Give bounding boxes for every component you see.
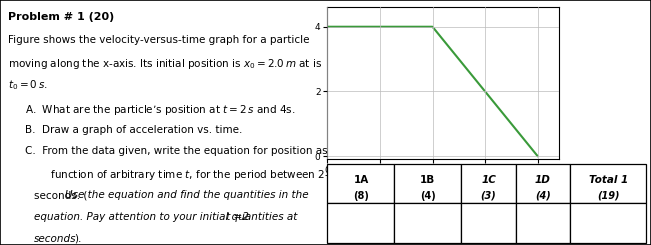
Text: 1B: 1B [421, 175, 436, 185]
Text: seconds: seconds [35, 234, 77, 244]
Text: 1A: 1A [353, 175, 368, 185]
Bar [395, 203, 462, 243]
Text: (4): (4) [535, 191, 551, 200]
Text: seconds. (: seconds. ( [35, 190, 88, 200]
Bar [462, 203, 516, 243]
Text: 1C: 1C [481, 175, 496, 185]
Text: ).: ). [74, 234, 81, 244]
Text: (8): (8) [353, 191, 369, 200]
Text: 1D: 1D [535, 175, 551, 185]
Text: (4): (4) [420, 191, 436, 200]
Bar [570, 203, 646, 243]
Bar [516, 203, 570, 243]
Bar [516, 164, 570, 203]
X-axis label: $t$ (s): $t$ (s) [576, 168, 597, 181]
Bar [395, 164, 462, 203]
Text: equation. Pay attention to your initial quantities at: equation. Pay attention to your initial … [35, 212, 298, 222]
Text: C.  From the data given, write the equation for position as a: C. From the data given, write the equati… [25, 147, 337, 157]
Text: Total 1: Total 1 [589, 175, 628, 185]
Bar [327, 164, 395, 203]
Bar [327, 203, 395, 243]
Text: A.  What are the particle’s position at $t = 2\,s$ and 4s.: A. What are the particle’s position at $… [25, 103, 296, 117]
Text: Figure shows the velocity-versus-time graph for a particle: Figure shows the velocity-versus-time gr… [8, 35, 309, 45]
Text: Use the equation and find the quantities in the: Use the equation and find the quantities… [65, 190, 309, 200]
Text: $t_0 = 0\,s$.: $t_0 = 0\,s$. [8, 79, 48, 92]
Text: B.  Draw a graph of acceleration vs. time.: B. Draw a graph of acceleration vs. time… [25, 125, 242, 135]
Text: function of arbitrary time $t$, for the period between 2-4: function of arbitrary time $t$, for the … [35, 168, 337, 182]
Text: moving along the x-axis. Its initial position is $x_0 = 2.0\,m$ at is: moving along the x-axis. Its initial pos… [8, 57, 322, 71]
Bar [462, 164, 516, 203]
Text: (19): (19) [597, 191, 619, 200]
Text: (3): (3) [480, 191, 497, 200]
Bar [570, 164, 646, 203]
Text: Problem # 1 (20): Problem # 1 (20) [8, 12, 114, 22]
Text: t =2: t =2 [223, 212, 249, 222]
